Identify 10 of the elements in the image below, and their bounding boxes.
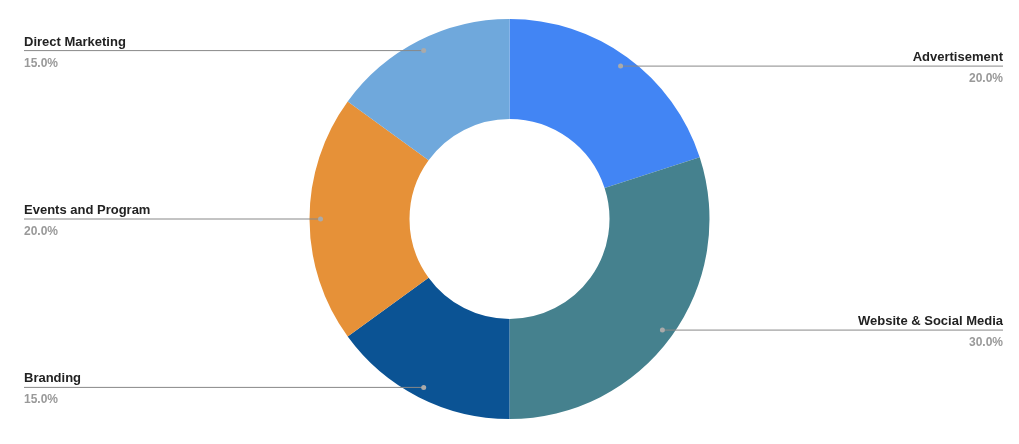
- data-label: 20.0%: [968, 71, 1004, 86]
- slice-label: Branding: [24, 370, 82, 386]
- data-label: 15.0%: [24, 392, 59, 407]
- data-label: 15.0%: [24, 55, 59, 70]
- slice-label: Advertisement: [912, 49, 1004, 65]
- slice-label: Direct Marketing: [24, 33, 126, 49]
- data-label: 30.0%: [968, 335, 1004, 350]
- slice-label: Website & Social Media: [858, 313, 1004, 329]
- data-label: 20.0%: [24, 224, 59, 238]
- slice-label: Events and Program: [24, 202, 151, 217]
